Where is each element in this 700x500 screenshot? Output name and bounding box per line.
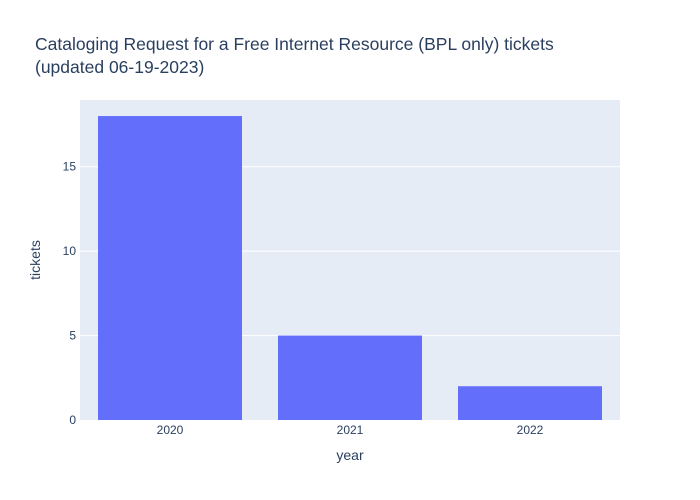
chart-title: Cataloging Request for a Free Internet R… — [35, 34, 554, 77]
y-axis-ticks: 0 5 10 15 — [63, 160, 77, 427]
x-tick-label-2022: 2022 — [517, 423, 544, 437]
bar-2022 — [458, 386, 602, 420]
x-axis-title: year — [336, 447, 364, 463]
chart-title-line-2: (updated 06-19-2023) — [35, 57, 204, 77]
x-axis-ticks: 2020 2021 2022 — [157, 423, 544, 437]
bar-2020 — [98, 116, 242, 421]
bar-2021 — [278, 335, 422, 420]
y-tick-label-3: 15 — [63, 160, 77, 174]
chart-title-line-1: Cataloging Request for a Free Internet R… — [35, 34, 554, 54]
bars — [98, 116, 602, 421]
y-tick-label-0: 0 — [69, 413, 76, 427]
y-tick-label-2: 10 — [63, 244, 77, 258]
y-tick-label-1: 5 — [69, 329, 76, 343]
x-tick-label-2021: 2021 — [337, 423, 364, 437]
y-axis-title: tickets — [27, 240, 43, 280]
x-tick-label-2020: 2020 — [157, 423, 184, 437]
